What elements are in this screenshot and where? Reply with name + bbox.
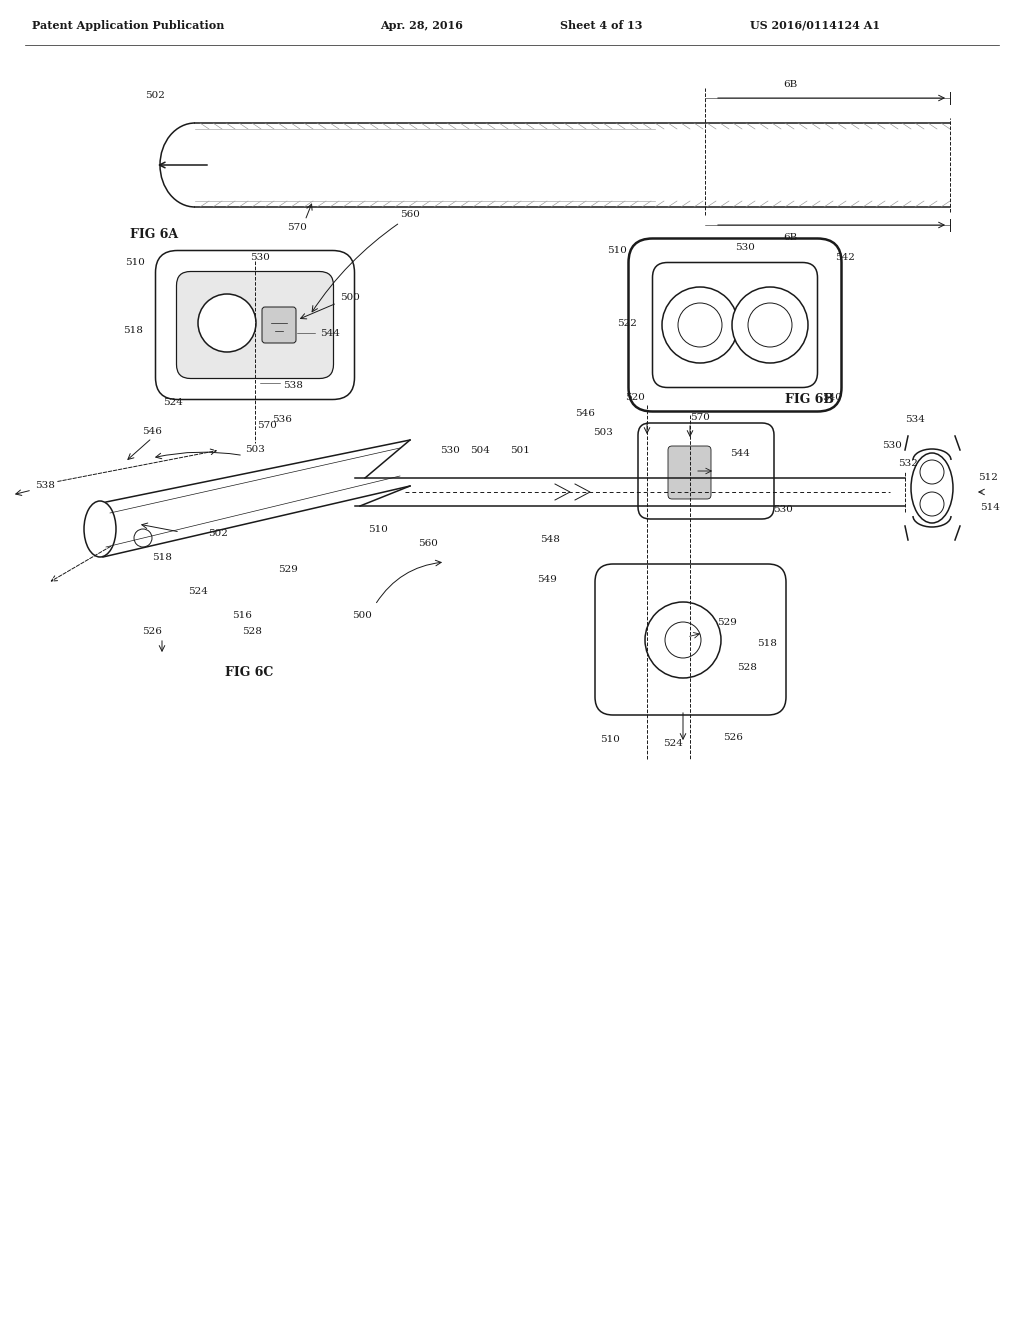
Text: 532: 532 — [898, 458, 918, 467]
Text: 510: 510 — [368, 525, 388, 535]
Text: 570: 570 — [287, 223, 307, 232]
Text: 510: 510 — [126, 257, 145, 267]
Text: 516: 516 — [232, 610, 252, 619]
Text: 570: 570 — [257, 421, 276, 430]
Text: 502: 502 — [208, 529, 228, 539]
Circle shape — [665, 622, 701, 657]
Text: 518: 518 — [152, 553, 172, 562]
Text: Apr. 28, 2016: Apr. 28, 2016 — [380, 20, 463, 30]
Text: 518: 518 — [757, 639, 777, 648]
Text: 540: 540 — [822, 393, 843, 403]
Text: 526: 526 — [142, 627, 162, 636]
Text: 6B: 6B — [783, 234, 797, 243]
Text: 518: 518 — [123, 326, 142, 334]
Text: 538: 538 — [283, 381, 303, 389]
Ellipse shape — [198, 294, 256, 352]
FancyBboxPatch shape — [629, 239, 842, 412]
Text: FIG 6A: FIG 6A — [130, 228, 178, 242]
Ellipse shape — [84, 502, 116, 557]
Text: 570: 570 — [690, 413, 710, 422]
FancyBboxPatch shape — [668, 446, 711, 499]
Text: US 2016/0114124 A1: US 2016/0114124 A1 — [750, 20, 880, 30]
Text: 530: 530 — [882, 441, 902, 450]
Text: 530: 530 — [250, 253, 270, 261]
Text: 530: 530 — [440, 446, 460, 454]
Text: 530: 530 — [773, 506, 793, 515]
Text: 510: 510 — [607, 246, 628, 255]
Text: 530: 530 — [735, 243, 755, 252]
Text: 538: 538 — [35, 480, 55, 490]
Text: 520: 520 — [625, 393, 644, 403]
Text: 536: 536 — [272, 416, 292, 425]
Text: 501: 501 — [510, 446, 530, 454]
Text: 524: 524 — [163, 399, 182, 407]
Text: 514: 514 — [980, 503, 1000, 512]
Text: 528: 528 — [737, 663, 757, 672]
Text: 546: 546 — [575, 408, 595, 417]
Text: 548: 548 — [540, 536, 560, 544]
FancyBboxPatch shape — [595, 564, 786, 715]
Text: 502: 502 — [145, 91, 165, 99]
Text: Sheet 4 of 13: Sheet 4 of 13 — [560, 20, 642, 30]
Text: 500: 500 — [340, 293, 360, 301]
Text: 500: 500 — [352, 610, 372, 619]
Text: 544: 544 — [319, 329, 340, 338]
Circle shape — [678, 304, 722, 347]
Text: 524: 524 — [664, 738, 683, 747]
Text: 542: 542 — [836, 253, 855, 261]
FancyBboxPatch shape — [262, 308, 296, 343]
Text: 526: 526 — [723, 733, 743, 742]
Circle shape — [920, 459, 944, 484]
Text: FIG 6C: FIG 6C — [225, 665, 273, 678]
Text: 546: 546 — [142, 428, 162, 437]
Text: 529: 529 — [717, 619, 737, 627]
Text: 560: 560 — [418, 540, 438, 549]
Circle shape — [662, 286, 738, 363]
Circle shape — [134, 529, 152, 546]
Text: 560: 560 — [400, 210, 420, 219]
FancyBboxPatch shape — [176, 272, 334, 379]
Circle shape — [920, 492, 944, 516]
Text: 504: 504 — [470, 446, 489, 454]
Text: 528: 528 — [242, 627, 262, 636]
Circle shape — [748, 304, 792, 347]
Text: 503: 503 — [593, 429, 613, 437]
Text: Patent Application Publication: Patent Application Publication — [32, 20, 224, 30]
Circle shape — [645, 602, 721, 678]
Text: 549: 549 — [537, 576, 557, 585]
Circle shape — [732, 286, 808, 363]
FancyBboxPatch shape — [156, 251, 354, 400]
Text: 6B: 6B — [783, 81, 797, 90]
Text: 512: 512 — [978, 474, 998, 483]
Text: 524: 524 — [188, 587, 208, 597]
Text: 510: 510 — [600, 735, 620, 744]
Ellipse shape — [911, 453, 953, 523]
FancyBboxPatch shape — [652, 263, 817, 388]
Text: 503: 503 — [245, 445, 265, 454]
Text: 534: 534 — [905, 416, 925, 425]
Text: 529: 529 — [279, 565, 298, 574]
Text: 522: 522 — [617, 318, 637, 327]
Text: 544: 544 — [730, 449, 750, 458]
Text: FIG 6B: FIG 6B — [785, 393, 834, 407]
FancyBboxPatch shape — [638, 422, 774, 519]
